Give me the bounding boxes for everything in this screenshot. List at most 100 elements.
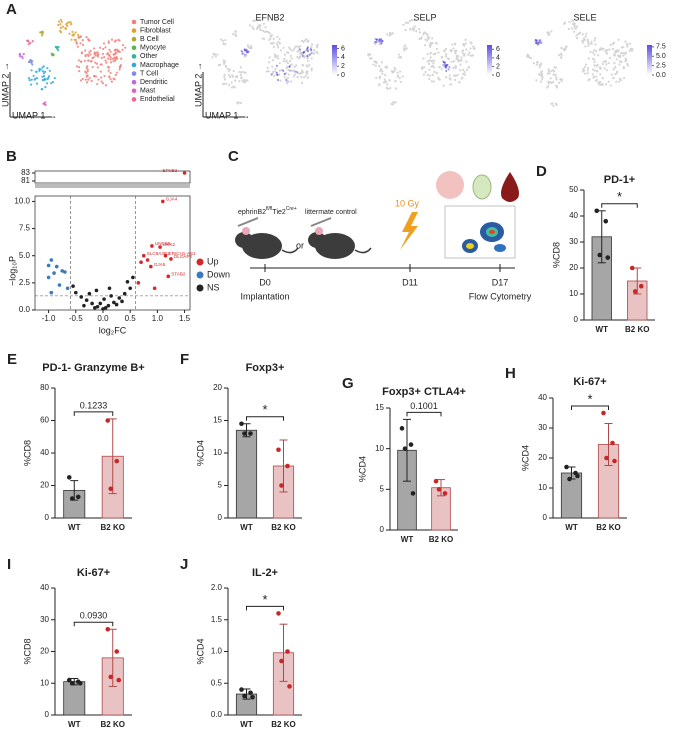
- umap-cell: [230, 86, 234, 89]
- umap-cell: [584, 35, 587, 38]
- y-axis-label: UMAP 2 →: [193, 62, 203, 107]
- umap-cell: [306, 57, 309, 60]
- umap-cell: [415, 30, 418, 33]
- y-axis-label: %CD8: [22, 440, 32, 466]
- umap-cell: [390, 32, 393, 35]
- umap-cell: [46, 77, 49, 81]
- umap-cell: [224, 64, 227, 67]
- significance-bracket: [571, 405, 609, 410]
- bar: [63, 681, 86, 716]
- umap-cell: [100, 80, 103, 83]
- umap-cell: [429, 56, 432, 59]
- data-point: [75, 494, 81, 500]
- umap-cell: [614, 49, 617, 53]
- x-tick-label: WT: [68, 523, 81, 532]
- data-point: [632, 289, 638, 294]
- legend-swatch: [131, 97, 137, 102]
- feature-title: SELE: [573, 12, 596, 22]
- umap-cell: [620, 52, 623, 55]
- umap-cell: [88, 51, 91, 54]
- y-axis-label: %CD4: [195, 638, 205, 664]
- umap-cell: [285, 82, 288, 85]
- umap-cell: [42, 72, 45, 75]
- point: [107, 286, 112, 291]
- umap-cell: [287, 69, 290, 72]
- umap-cell: [552, 104, 555, 107]
- umap-cell: [586, 38, 590, 41]
- umap-cell: [529, 56, 533, 60]
- x-tick-label: WT: [240, 720, 253, 729]
- umap-cell: [421, 67, 424, 70]
- umap-cell: [409, 27, 412, 30]
- umap-cell: [562, 48, 565, 51]
- umap-cell: [582, 37, 586, 40]
- umap-cell: [85, 71, 88, 75]
- umap-cell: [310, 52, 313, 55]
- data-point: [402, 446, 408, 451]
- umap-cell: [550, 81, 553, 85]
- umap-cell: [626, 42, 629, 45]
- expressing-cell: [535, 42, 538, 45]
- expressing-cell: [244, 49, 247, 52]
- umap-cell: [306, 40, 309, 43]
- umap-cell: [105, 61, 108, 64]
- y-tick-label: 40: [40, 583, 49, 592]
- umap-cell: [372, 63, 375, 66]
- umap-cell: [108, 75, 111, 78]
- expressing-cell: [540, 41, 543, 44]
- y-tick-label: 0: [218, 513, 223, 522]
- legend-swatch: [131, 28, 137, 33]
- umap-cell: [95, 62, 99, 65]
- umap-cell: [433, 59, 436, 63]
- umap-cell: [35, 82, 39, 85]
- x-tick-label: B2 KO: [596, 523, 620, 532]
- umap-cell: [279, 79, 282, 82]
- umap-cell: [613, 62, 616, 65]
- umap-cell: [469, 54, 472, 57]
- umap-cell: [84, 49, 87, 52]
- umap-cell: [108, 54, 111, 57]
- umap-cell: [620, 46, 623, 49]
- umap-cell: [102, 42, 106, 45]
- point: [102, 297, 106, 301]
- umap-cell: [85, 81, 89, 84]
- umap-cell: [312, 51, 315, 55]
- umap-cell: [30, 69, 33, 72]
- umap-cell: [618, 60, 621, 63]
- mouse-icon: [235, 217, 299, 259]
- point: [94, 288, 99, 293]
- umap-cell: [97, 78, 100, 81]
- colorbar-label: 0: [496, 72, 500, 79]
- umap-cell: [301, 81, 304, 85]
- umap-cell: [468, 51, 471, 54]
- umap-cell: [43, 70, 47, 73]
- umap-cell: [264, 26, 267, 29]
- umap-cell: [396, 74, 400, 77]
- umap-cell: [271, 65, 274, 68]
- x-tick-label: 1.0: [152, 314, 164, 323]
- data-point: [629, 265, 635, 271]
- point: [52, 271, 56, 275]
- umap-cell: [92, 47, 96, 50]
- umap-cell: [550, 30, 553, 33]
- umap-cell: [290, 69, 294, 72]
- expressing-cell: [379, 40, 382, 43]
- colorbar: [487, 45, 492, 75]
- umap-cell: [69, 21, 72, 24]
- umap-cell: [71, 33, 74, 37]
- umap-cell: [616, 70, 619, 73]
- umap-cell: [618, 77, 622, 80]
- significance-label: *: [587, 391, 592, 406]
- umap-cell: [606, 49, 609, 52]
- colorbar-label: 0.0: [656, 72, 666, 79]
- data-point: [114, 649, 120, 654]
- umap-cell: [61, 25, 65, 28]
- umap-cell: [36, 77, 39, 80]
- umap-cell: [27, 43, 30, 46]
- umap-cell: [259, 28, 262, 31]
- data-point: [567, 476, 572, 482]
- data-point: [601, 410, 606, 416]
- umap-cell: [453, 49, 457, 53]
- umap-cell: [296, 56, 299, 59]
- data-point: [612, 458, 617, 464]
